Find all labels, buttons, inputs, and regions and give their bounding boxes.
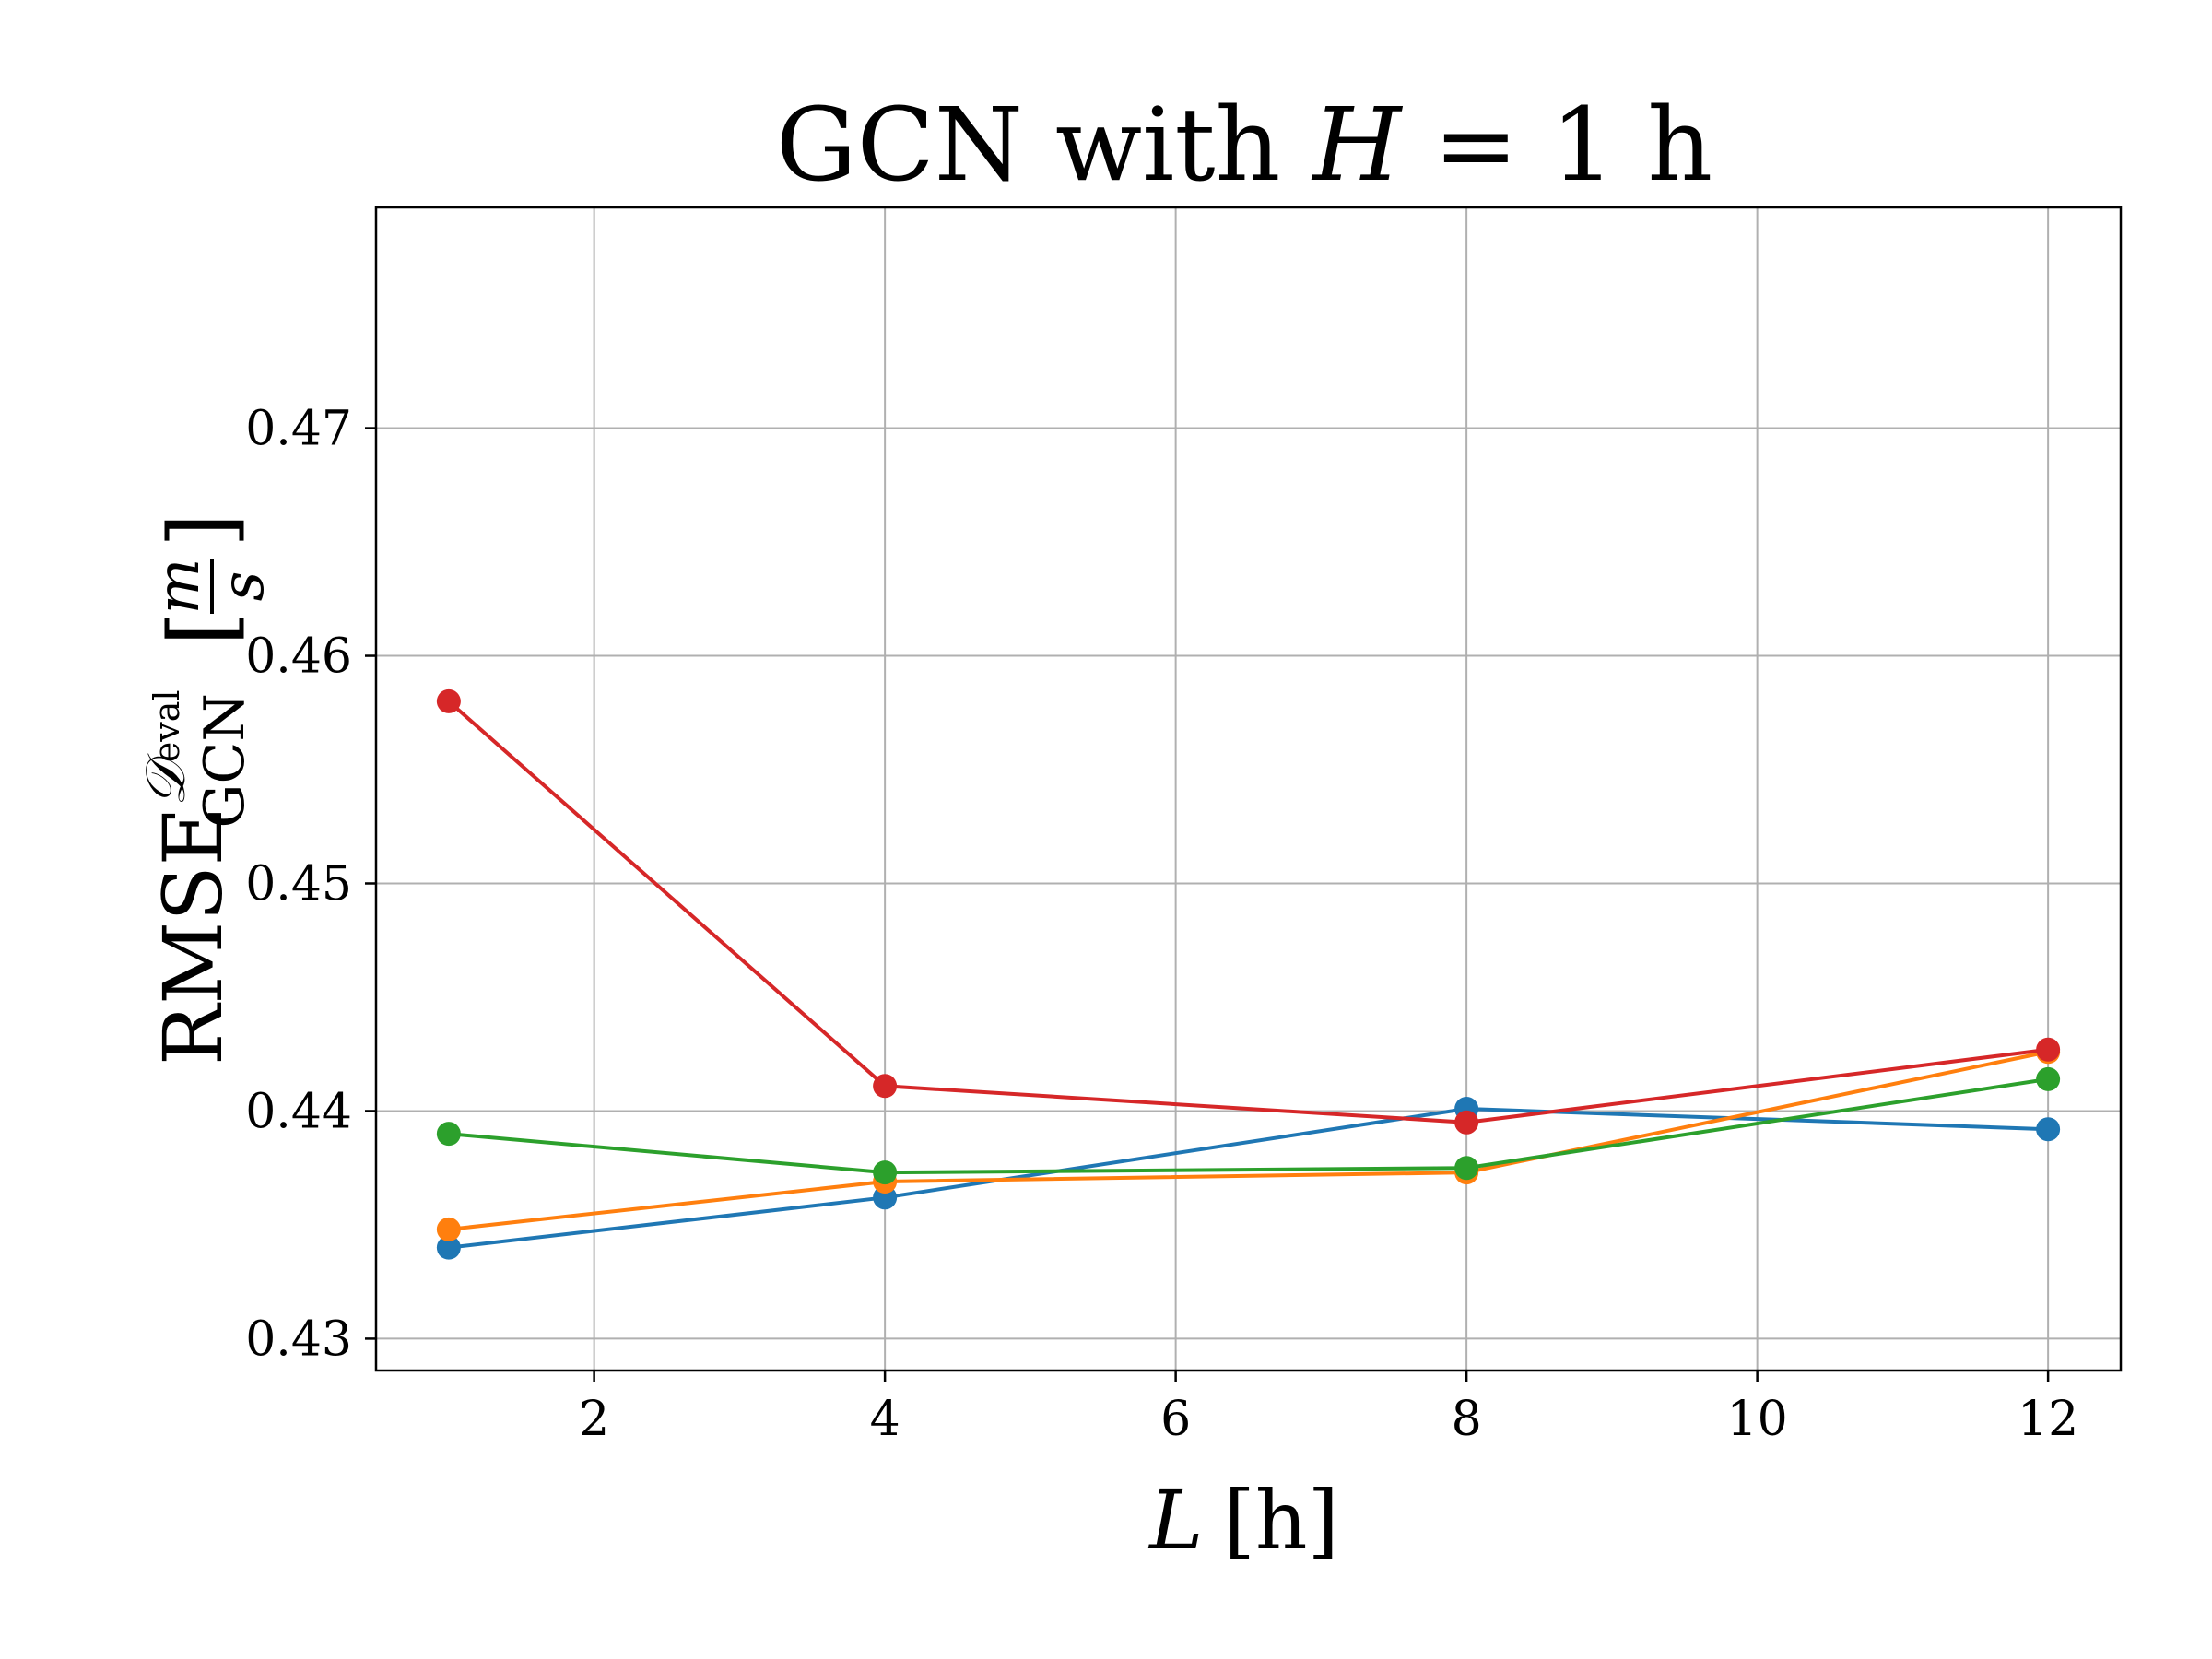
data-point <box>436 1217 461 1241</box>
y-tick-label: 0.43 <box>245 1312 352 1367</box>
ticks: 2 4 6 8 10 12 0.43 0.44 0.45 0.46 0.47 <box>245 402 2078 1447</box>
y-axis-open-bracket: [ <box>150 612 253 646</box>
series-1 <box>436 1096 2061 1260</box>
x-tick-label: 4 <box>870 1392 900 1447</box>
data-point <box>2036 1117 2061 1142</box>
y-axis-unit-den: s <box>209 571 277 602</box>
grid <box>376 207 2121 1371</box>
x-axis-unit: [h] <box>1224 1473 1339 1568</box>
plot-frame <box>374 206 2123 1372</box>
y-axis-close-bracket: ] <box>150 513 253 547</box>
x-axis-var: L <box>1147 1473 1203 1568</box>
x-tick-label: 8 <box>1452 1392 1482 1447</box>
chart-title-prefix: GCN with <box>776 86 1313 204</box>
series-line <box>447 700 2049 1124</box>
x-tick-label: 2 <box>579 1392 609 1447</box>
series-3 <box>436 1066 2061 1185</box>
chart-title-var: H <box>1311 86 1403 204</box>
x-axis-title: L [h] <box>1147 1473 1339 1568</box>
y-axis-sup-sub: eval <box>147 689 187 762</box>
data-point <box>436 688 461 713</box>
y-tick-label: 0.44 <box>245 1084 352 1139</box>
series-line <box>448 1106 2049 1250</box>
x-tick-label: 6 <box>1160 1392 1191 1447</box>
data-point <box>1454 1110 1479 1135</box>
y-axis-title: RMSE𝒟eval GCN [ m s ] <box>134 513 277 1065</box>
y-tick-label: 0.47 <box>245 402 352 457</box>
x-tick-label: 12 <box>2018 1392 2078 1447</box>
y-axis-unit-num: m <box>145 559 213 615</box>
data-point <box>873 1160 898 1185</box>
series-4 <box>436 688 2061 1135</box>
series-layer <box>436 688 2061 1260</box>
chart-title-suffix: = 1 h <box>1401 86 1712 204</box>
data-point <box>2036 1066 2061 1091</box>
x-tick-label: 10 <box>1727 1392 1788 1447</box>
y-axis-sub: GCN <box>193 693 257 828</box>
y-tick-label: 0.45 <box>245 856 352 912</box>
data-point <box>436 1122 461 1147</box>
y-tick-label: 0.46 <box>245 629 352 685</box>
data-point <box>1454 1156 1479 1181</box>
y-axis-main: RMSE <box>146 806 241 1065</box>
data-point <box>873 1074 898 1099</box>
series-line <box>448 1050 2049 1231</box>
data-point <box>2036 1037 2061 1062</box>
chart-title: GCN with H = 1 h <box>776 86 1712 204</box>
series-line <box>448 1077 2049 1175</box>
data-point <box>436 1235 461 1260</box>
